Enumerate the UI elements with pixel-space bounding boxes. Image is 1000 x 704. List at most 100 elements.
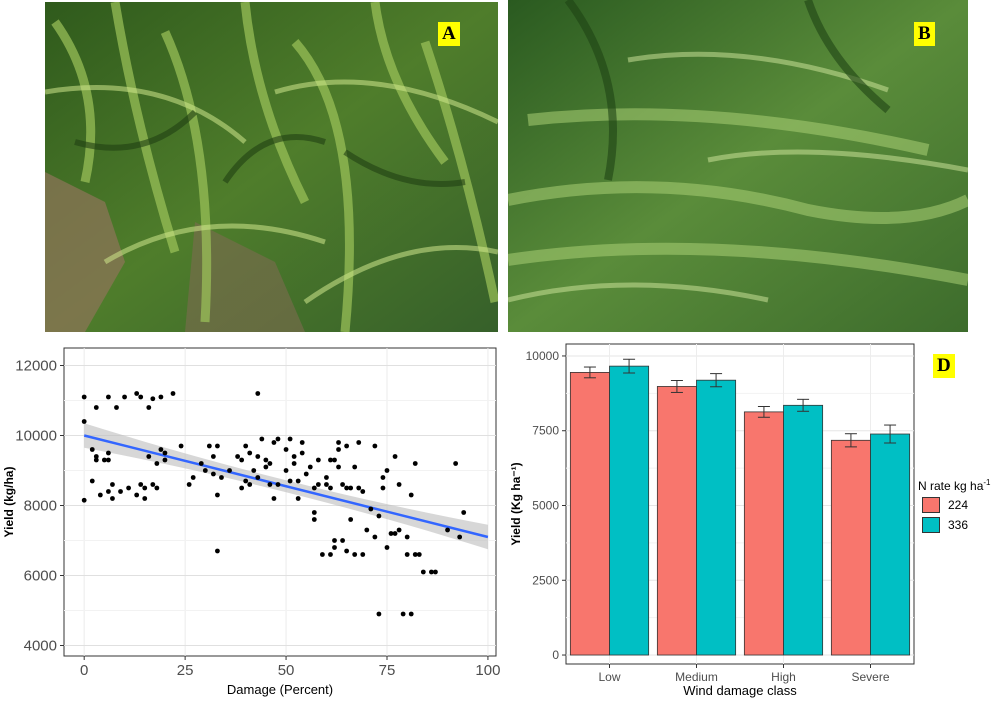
y-tick-label-10000: 10000 — [15, 428, 57, 445]
data-point-85 — [315, 482, 321, 487]
data-point-94 — [332, 545, 337, 550]
data-point-26 — [146, 405, 152, 410]
data-point-91 — [328, 485, 333, 491]
data-point-74 — [291, 454, 297, 459]
data-point-58 — [255, 391, 261, 396]
data-point-29 — [150, 396, 156, 402]
data-point-4 — [89, 478, 95, 484]
y-tick-label-5000: 5000 — [532, 498, 559, 512]
data-point-99 — [340, 482, 345, 487]
y-tick-label-8000: 8000 — [24, 498, 57, 515]
data-point-136 — [429, 569, 434, 575]
data-point-82 — [311, 485, 317, 491]
x-tick-label-high: High — [771, 670, 796, 684]
legend-swatch-224 — [922, 497, 940, 513]
data-point-98 — [336, 464, 341, 470]
data-point-90 — [328, 457, 333, 463]
data-point-131 — [408, 611, 414, 617]
data-point-79 — [299, 450, 305, 456]
data-point-40 — [198, 461, 204, 466]
data-point-8 — [97, 492, 103, 498]
data-point-56 — [247, 450, 253, 456]
data-point-47 — [215, 548, 220, 554]
data-point-63 — [263, 464, 269, 470]
data-point-31 — [154, 461, 160, 466]
data-point-20 — [134, 391, 140, 396]
data-point-42 — [206, 443, 212, 449]
data-point-57 — [251, 468, 257, 473]
data-point-106 — [352, 464, 358, 470]
panel-label-d: D — [933, 354, 955, 378]
data-point-127 — [400, 611, 406, 617]
data-point-135 — [420, 569, 426, 575]
x-axis-title-c: Damage (Percent) — [227, 682, 333, 697]
data-point-17 — [118, 489, 123, 494]
data-point-13 — [106, 489, 111, 494]
data-point-45 — [215, 443, 220, 449]
data-point-2 — [81, 497, 87, 503]
data-point-123 — [392, 531, 398, 536]
data-point-130 — [408, 492, 414, 498]
data-point-38 — [186, 482, 192, 487]
data-point-32 — [158, 394, 164, 400]
data-point-49 — [227, 468, 232, 473]
legend-label-336: 336 — [948, 518, 969, 532]
x-tick-label-low: Low — [598, 670, 620, 684]
y-axis-title-c: Yield (kg/ha) — [2, 467, 16, 538]
data-point-100 — [340, 538, 345, 543]
data-point-72 — [287, 478, 293, 484]
data-point-65 — [267, 461, 273, 466]
data-point-134 — [416, 552, 422, 557]
chart-d-legend: N rate kg ha-1 224 336 — [918, 478, 991, 533]
data-point-104 — [348, 485, 354, 491]
bar-224-severe — [830, 439, 871, 656]
data-point-89 — [324, 475, 329, 480]
data-point-75 — [291, 461, 297, 466]
data-point-105 — [348, 517, 354, 522]
data-point-108 — [356, 440, 362, 445]
x-tick-label-severe: Severe — [851, 670, 889, 684]
data-point-3 — [89, 447, 95, 452]
legend-item-336: 336 — [922, 517, 991, 533]
data-point-50 — [235, 454, 241, 459]
bar-336-low — [609, 365, 650, 656]
data-point-14 — [110, 482, 115, 487]
x-tick-label-100: 100 — [475, 662, 500, 679]
data-point-39 — [190, 475, 196, 480]
data-point-117 — [376, 611, 382, 617]
data-point-81 — [307, 464, 313, 470]
data-point-60 — [255, 475, 261, 480]
x-axis-title-d: Wind damage class — [683, 683, 797, 698]
data-point-80 — [303, 471, 309, 477]
data-point-23 — [138, 482, 144, 487]
y-tick-label-7500: 7500 — [532, 424, 559, 438]
data-point-116 — [376, 513, 382, 519]
data-point-37 — [178, 443, 184, 449]
data-point-138 — [445, 527, 450, 533]
legend-title: N rate kg ha-1 — [918, 478, 991, 493]
data-point-7 — [93, 454, 99, 459]
data-point-83 — [311, 510, 317, 515]
data-point-25 — [142, 496, 148, 501]
data-point-103 — [344, 443, 350, 449]
photo-a — [45, 2, 498, 332]
data-point-70 — [283, 447, 289, 452]
x-tick-label-medium: Medium — [675, 670, 718, 684]
y-tick-label-4000: 4000 — [24, 638, 57, 655]
data-point-125 — [396, 527, 402, 533]
data-point-36 — [170, 391, 176, 396]
data-point-102 — [344, 485, 350, 491]
photo-b-image — [508, 0, 968, 332]
data-point-9 — [101, 457, 107, 463]
data-point-43 — [210, 454, 216, 459]
data-point-118 — [380, 475, 386, 480]
data-point-122 — [388, 531, 394, 536]
data-point-46 — [215, 492, 220, 498]
data-point-92 — [328, 552, 333, 557]
data-point-21 — [134, 492, 140, 498]
data-point-87 — [319, 552, 325, 557]
y-axis-title-d: Yield (Kg ha⁻¹) — [509, 462, 523, 545]
data-point-109 — [356, 485, 362, 491]
data-point-124 — [392, 454, 398, 459]
data-point-113 — [368, 506, 374, 512]
